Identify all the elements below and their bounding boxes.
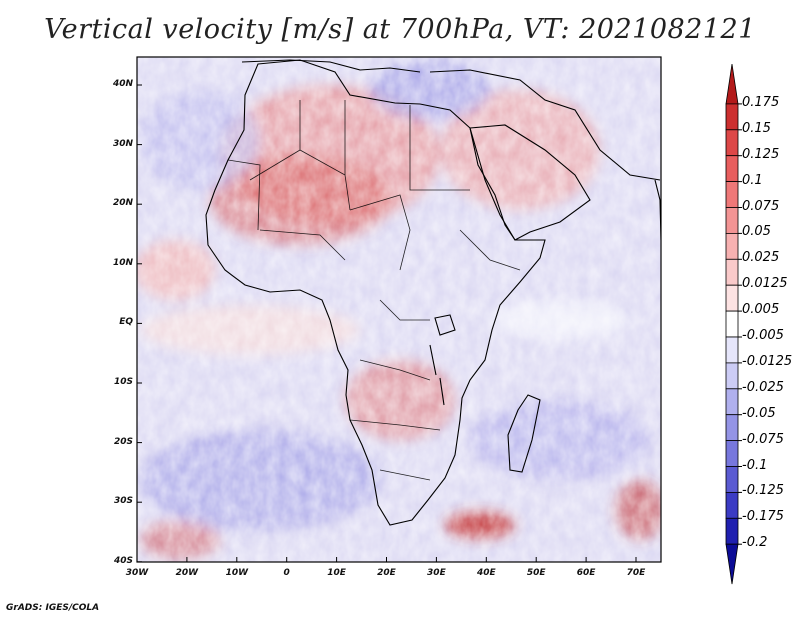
- lat-label: EQ: [119, 317, 133, 328]
- colorbar-label: 0.1: [742, 172, 763, 188]
- europe-coast: [241, 59, 421, 73]
- colorbar-label: -0.025: [742, 379, 784, 395]
- lon-label: 60E: [576, 568, 596, 578]
- country-borders: [227, 100, 521, 481]
- lat-label: 30S: [113, 496, 133, 507]
- colorbar-label: 0.005: [742, 302, 780, 318]
- plot-title: Vertical velocity [m/s] at 700hPa, VT: 2…: [44, 14, 756, 45]
- colorbar-segment: [725, 310, 739, 338]
- arabian-peninsula: [469, 124, 591, 241]
- colorbar-segment: [725, 155, 739, 182]
- lon-label: 20E: [377, 568, 396, 578]
- colorbar-segment: [725, 440, 739, 467]
- colorbar: [725, 63, 742, 585]
- lat-label: 20S: [113, 436, 133, 447]
- colorbar-label: 0.175: [742, 94, 780, 110]
- lat-label: 40N: [112, 79, 133, 89]
- colorbar-segment: [725, 517, 739, 545]
- colorbar-label: -0.1: [742, 457, 768, 473]
- colorbar-segment: [725, 207, 739, 234]
- middle-east-coast: [429, 69, 661, 181]
- colorbar-label: 0.125: [742, 146, 780, 162]
- colorbar-label: -0.175: [742, 509, 784, 525]
- lon-label: 30E: [427, 568, 446, 578]
- colorbar-segment: [725, 258, 739, 286]
- lon-label: 40E: [476, 568, 496, 578]
- lon-label: 70E: [626, 568, 646, 578]
- madagascar: [507, 394, 541, 473]
- africa-coastline: [205, 59, 546, 526]
- colorbar-segment: [725, 103, 739, 131]
- colorbar-label: -0.0125: [742, 353, 793, 369]
- lake-tanganyika: [429, 344, 437, 376]
- lat-label: 20N: [112, 198, 133, 209]
- axis-ticks: [136, 84, 637, 563]
- lon-label: 20W: [175, 568, 199, 578]
- colorbar-label: 0.0125: [742, 276, 788, 292]
- grads-credit: GrADS: IGES/COLA: [6, 603, 100, 613]
- colorbar-label: 0.05: [742, 224, 771, 240]
- colorbar-label: -0.005: [742, 328, 784, 343]
- colorbar-segment: [725, 129, 739, 157]
- lake-victoria: [434, 314, 456, 336]
- lat-label: 40S: [113, 555, 133, 566]
- coastlines-borders: [205, 59, 661, 526]
- plot-frame: [136, 56, 662, 563]
- colorbar-segment: [725, 491, 739, 519]
- colorbar-label: -0.125: [742, 483, 784, 499]
- colorbar-label: -0.2: [742, 535, 768, 551]
- lon-label: 50E: [526, 568, 546, 578]
- lon-label: 10W: [225, 568, 249, 578]
- colorbar-segment: [725, 232, 739, 260]
- lon-label: 30W: [125, 568, 149, 578]
- colorbar-segment: [725, 336, 739, 364]
- colorbar-label: -0.05: [742, 405, 776, 421]
- colorbar-segment: [725, 414, 739, 442]
- colorbar-label: -0.075: [742, 431, 784, 447]
- colorbar-label: 0.15: [742, 120, 771, 136]
- lon-label: 10E: [327, 568, 346, 578]
- colorbar-label: 0.025: [742, 250, 780, 266]
- lat-label: 10N: [112, 257, 133, 268]
- colorbar-segment: [725, 543, 739, 585]
- field-shading: [137, 57, 661, 562]
- colorbar-segment: [725, 181, 739, 208]
- colorbar-label: 0.075: [742, 198, 780, 214]
- lat-label: 10S: [113, 377, 133, 387]
- lon-label: 0: [283, 568, 290, 578]
- colorbar-segment: [725, 63, 739, 105]
- colorbar-segment: [725, 466, 739, 493]
- lat-label: 30N: [112, 138, 133, 149]
- colorbar-segment: [725, 284, 739, 312]
- lake-malawi: [439, 377, 445, 406]
- colorbar-segment: [725, 362, 739, 390]
- colorbar-segment: [725, 388, 739, 416]
